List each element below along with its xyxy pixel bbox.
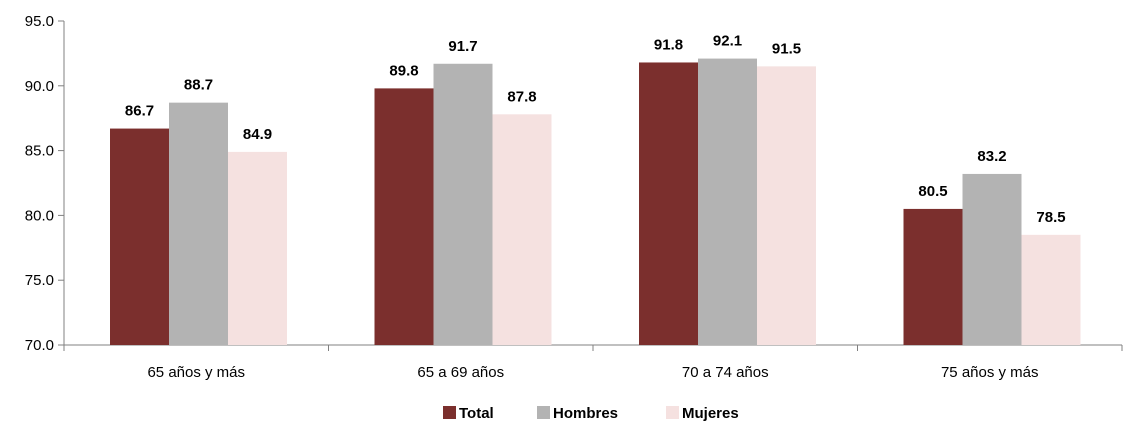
legend-label-hombres: Hombres	[553, 405, 618, 422]
data-label: 91.5	[772, 40, 801, 57]
bar-mujeres	[493, 114, 552, 345]
y-tick-label: 80.0	[25, 207, 54, 224]
y-tick-label: 85.0	[25, 143, 54, 160]
legend-label-total: Total	[459, 405, 494, 422]
x-tick-label: 75 años y más	[941, 364, 1039, 381]
data-label: 91.7	[448, 38, 477, 55]
legend-swatch-total	[443, 406, 456, 419]
bar-total	[904, 209, 963, 345]
data-label: 87.8	[507, 88, 536, 105]
bar-hombres	[698, 59, 757, 345]
data-label: 78.5	[1036, 209, 1065, 226]
data-label: 86.7	[125, 103, 154, 120]
data-label: 89.8	[389, 62, 418, 79]
data-label: 92.1	[713, 33, 742, 50]
x-tick-label: 65 años y más	[147, 364, 245, 381]
bar-total	[110, 129, 169, 345]
data-label: 91.8	[654, 36, 683, 53]
x-tick-label: 65 a 69 años	[417, 364, 504, 381]
bar-hombres	[434, 64, 493, 345]
y-tick-label: 70.0	[25, 337, 54, 354]
bar-mujeres	[757, 66, 816, 345]
bar-total	[375, 88, 434, 345]
legend: Total Hombres Mujeres	[443, 405, 739, 422]
bars	[110, 59, 1081, 345]
y-tick-label: 90.0	[25, 78, 54, 95]
y-tick-label: 95.0	[25, 13, 54, 30]
data-label: 83.2	[977, 148, 1006, 165]
legend-label-mujeres: Mujeres	[682, 405, 739, 422]
legend-swatch-hombres	[537, 406, 550, 419]
bar-hombres	[169, 103, 228, 345]
data-label: 84.9	[243, 126, 272, 143]
bar-hombres	[963, 174, 1022, 345]
y-tick-label: 75.0	[25, 272, 54, 289]
data-label: 80.5	[918, 183, 947, 200]
data-label: 88.7	[184, 77, 213, 94]
legend-swatch-mujeres	[666, 406, 679, 419]
bar-mujeres	[228, 152, 287, 345]
bar-total	[639, 62, 698, 345]
x-tick-label: 70 a 74 años	[682, 364, 769, 381]
bar-mujeres	[1022, 235, 1081, 345]
